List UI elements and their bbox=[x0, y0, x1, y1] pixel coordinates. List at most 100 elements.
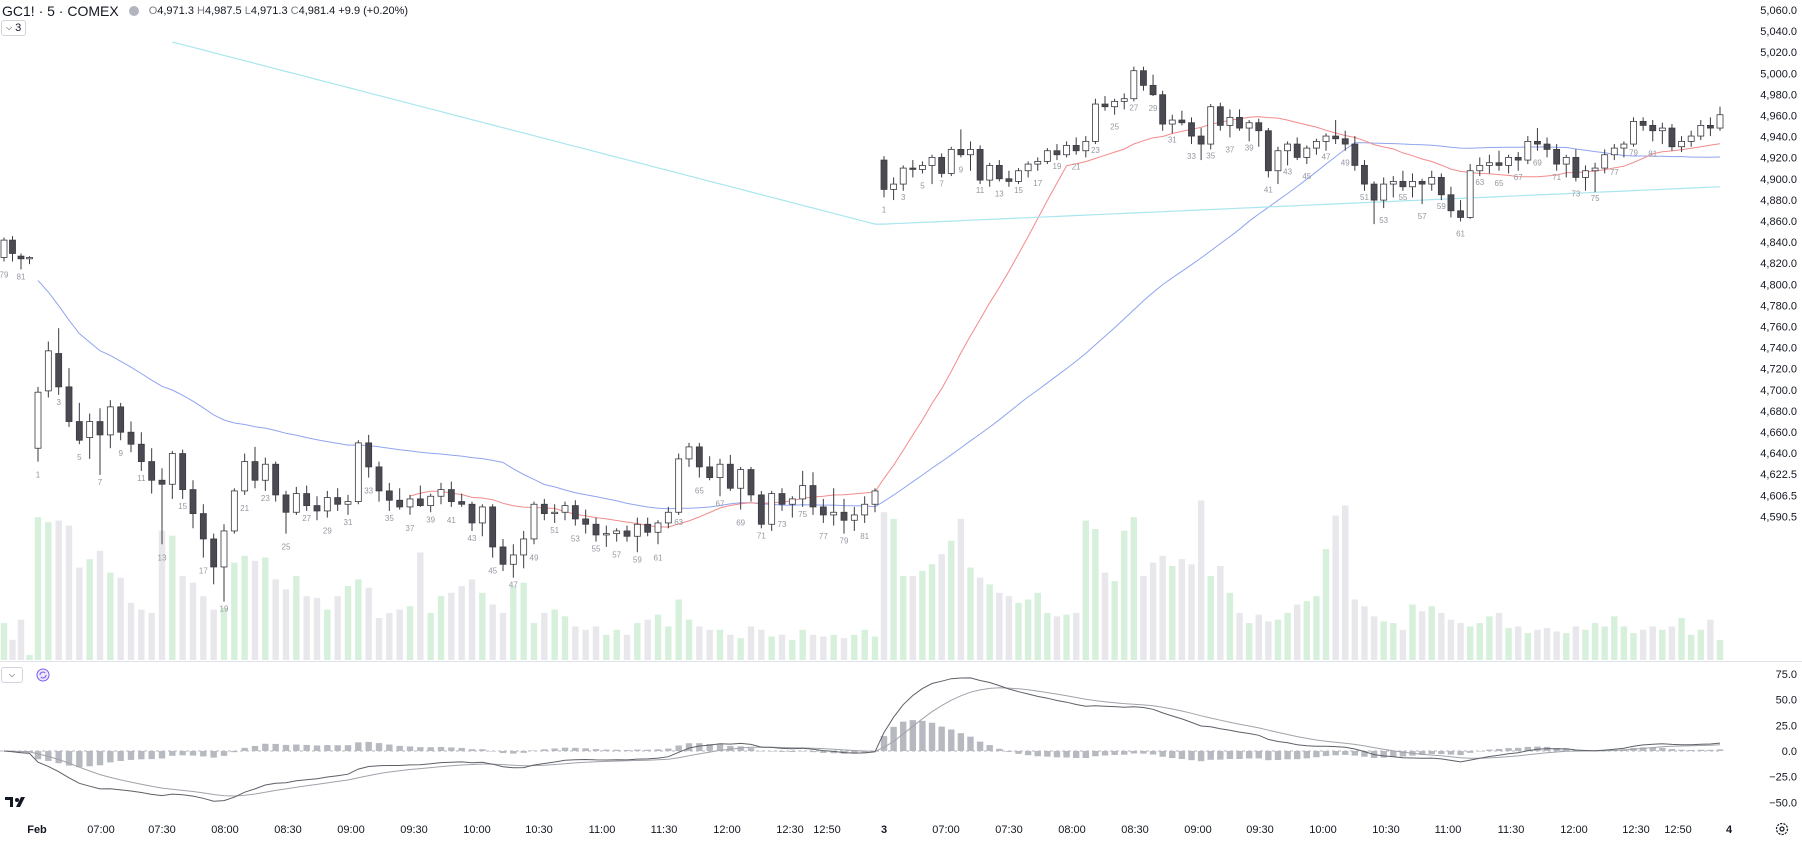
volume-bar bbox=[1687, 634, 1695, 660]
time-tick-label: 09:30 bbox=[1246, 824, 1274, 836]
macd-pane-toggle-button[interactable]: ⌵ bbox=[1, 667, 23, 683]
macd-histogram-bar bbox=[1351, 751, 1359, 756]
time-tick-label: 11:30 bbox=[651, 824, 678, 836]
bar-number-label: 81 bbox=[17, 272, 26, 281]
time-tick-label: 08:00 bbox=[1058, 824, 1086, 836]
macd-histogram-bar bbox=[355, 742, 362, 751]
macd-histogram-bar bbox=[1322, 751, 1330, 757]
volume-bar bbox=[1072, 612, 1080, 660]
bar-number-label: 15 bbox=[178, 502, 187, 511]
candle-down bbox=[1361, 165, 1368, 185]
candle-down bbox=[706, 466, 714, 478]
candle-up bbox=[1082, 141, 1090, 152]
candle-up bbox=[1322, 135, 1330, 142]
volume-bar bbox=[634, 623, 641, 660]
volume-bar bbox=[272, 579, 279, 660]
volume-bar bbox=[996, 592, 1003, 660]
volume-bar bbox=[344, 586, 352, 660]
time-tick-label: 07:30 bbox=[995, 824, 1023, 836]
time-tick-label: 09:00 bbox=[337, 824, 365, 836]
candle-down bbox=[995, 165, 1003, 180]
bar-number-label: 29 bbox=[323, 527, 332, 536]
volume-bar bbox=[592, 626, 600, 660]
volume-bar bbox=[1563, 633, 1570, 660]
candle-down bbox=[1140, 70, 1147, 86]
price-tick-label: 4,740.0 bbox=[1760, 343, 1797, 355]
candle-up bbox=[1697, 124, 1705, 137]
candle-up bbox=[261, 463, 269, 481]
candle-down bbox=[1159, 94, 1167, 125]
bar-number-label: 53 bbox=[1379, 216, 1388, 225]
macd-histogram-bar bbox=[1274, 751, 1282, 761]
bar-number-label: 39 bbox=[426, 515, 435, 524]
candle-down bbox=[272, 463, 280, 496]
macd-histogram-bar bbox=[365, 741, 372, 751]
candle-up bbox=[986, 165, 994, 181]
candle-up bbox=[967, 149, 974, 156]
macd-histogram-bar bbox=[127, 751, 135, 760]
symbol-title[interactable]: GC1! · 5 · COMEX bbox=[2, 3, 119, 19]
macd-histogram-bar bbox=[1130, 751, 1138, 754]
macd-histogram-bar bbox=[427, 747, 434, 751]
time-tick-label: 10:30 bbox=[1372, 824, 1400, 836]
volume-bar bbox=[1265, 621, 1272, 660]
macd-histogram-bar bbox=[530, 750, 538, 751]
market-status-icon[interactable] bbox=[128, 6, 139, 16]
macd-histogram-bar bbox=[117, 751, 124, 761]
volume-bar bbox=[830, 634, 837, 660]
volume-bar bbox=[623, 634, 631, 660]
bar-number-label: 69 bbox=[736, 519, 745, 528]
candle-down bbox=[1005, 178, 1013, 182]
volume-bar bbox=[1707, 619, 1714, 660]
candle-up bbox=[1716, 114, 1724, 129]
volume-bar bbox=[1303, 601, 1311, 660]
macd-line bbox=[3, 677, 1721, 802]
candle-down bbox=[1255, 122, 1263, 132]
macd-histogram-bar bbox=[344, 745, 352, 751]
candle-up bbox=[561, 505, 569, 513]
candle-down bbox=[117, 406, 125, 433]
volume-bar bbox=[334, 596, 341, 660]
bar-number-label: 79 bbox=[0, 270, 9, 279]
bar-number-label: 77 bbox=[1610, 168, 1619, 177]
candle-up bbox=[850, 514, 858, 521]
macd-histogram-bar bbox=[282, 744, 290, 751]
candle-down bbox=[499, 546, 507, 565]
candle-up bbox=[613, 530, 621, 535]
macd-histogram-bar bbox=[200, 751, 207, 757]
time-tick-label: 07:00 bbox=[87, 824, 115, 836]
volume-bar bbox=[967, 567, 974, 660]
macd-histogram-bar bbox=[1687, 750, 1695, 751]
volume-bar bbox=[55, 520, 62, 660]
candle-down bbox=[1053, 150, 1061, 156]
gear-icon[interactable] bbox=[1775, 822, 1789, 836]
macd-histogram-bar bbox=[293, 744, 300, 751]
macd-histogram-bar bbox=[727, 745, 734, 751]
bar-number-label: 1 bbox=[882, 205, 887, 214]
candle-down bbox=[957, 149, 965, 156]
tradingview-logo-icon[interactable] bbox=[4, 794, 30, 810]
volume-bar bbox=[1582, 629, 1589, 660]
macd-histogram-bar bbox=[55, 751, 62, 764]
candle-up bbox=[530, 503, 538, 540]
macd-histogram-bar bbox=[1342, 751, 1349, 755]
macd-histogram-bar bbox=[1197, 751, 1205, 762]
sync-icon[interactable] bbox=[36, 668, 50, 682]
volume-bar bbox=[26, 654, 33, 660]
volume-bar bbox=[1611, 616, 1618, 660]
candle-up bbox=[0, 239, 8, 258]
indicators-toggle-button[interactable]: ⌵ 3 bbox=[1, 20, 27, 36]
macd-histogram-bar bbox=[1659, 747, 1666, 751]
volume-bar bbox=[1697, 629, 1704, 660]
candle-up bbox=[520, 538, 528, 556]
candle-down bbox=[1553, 149, 1561, 165]
candle-down bbox=[396, 499, 404, 508]
candle-up bbox=[1015, 170, 1022, 182]
volume-bar bbox=[1082, 520, 1089, 660]
candle-up bbox=[1034, 161, 1042, 165]
macd-histogram-bar bbox=[1092, 751, 1099, 757]
candle-up bbox=[44, 350, 52, 392]
macd-histogram-bar bbox=[1265, 751, 1272, 761]
moving-average-red bbox=[409, 116, 1721, 528]
